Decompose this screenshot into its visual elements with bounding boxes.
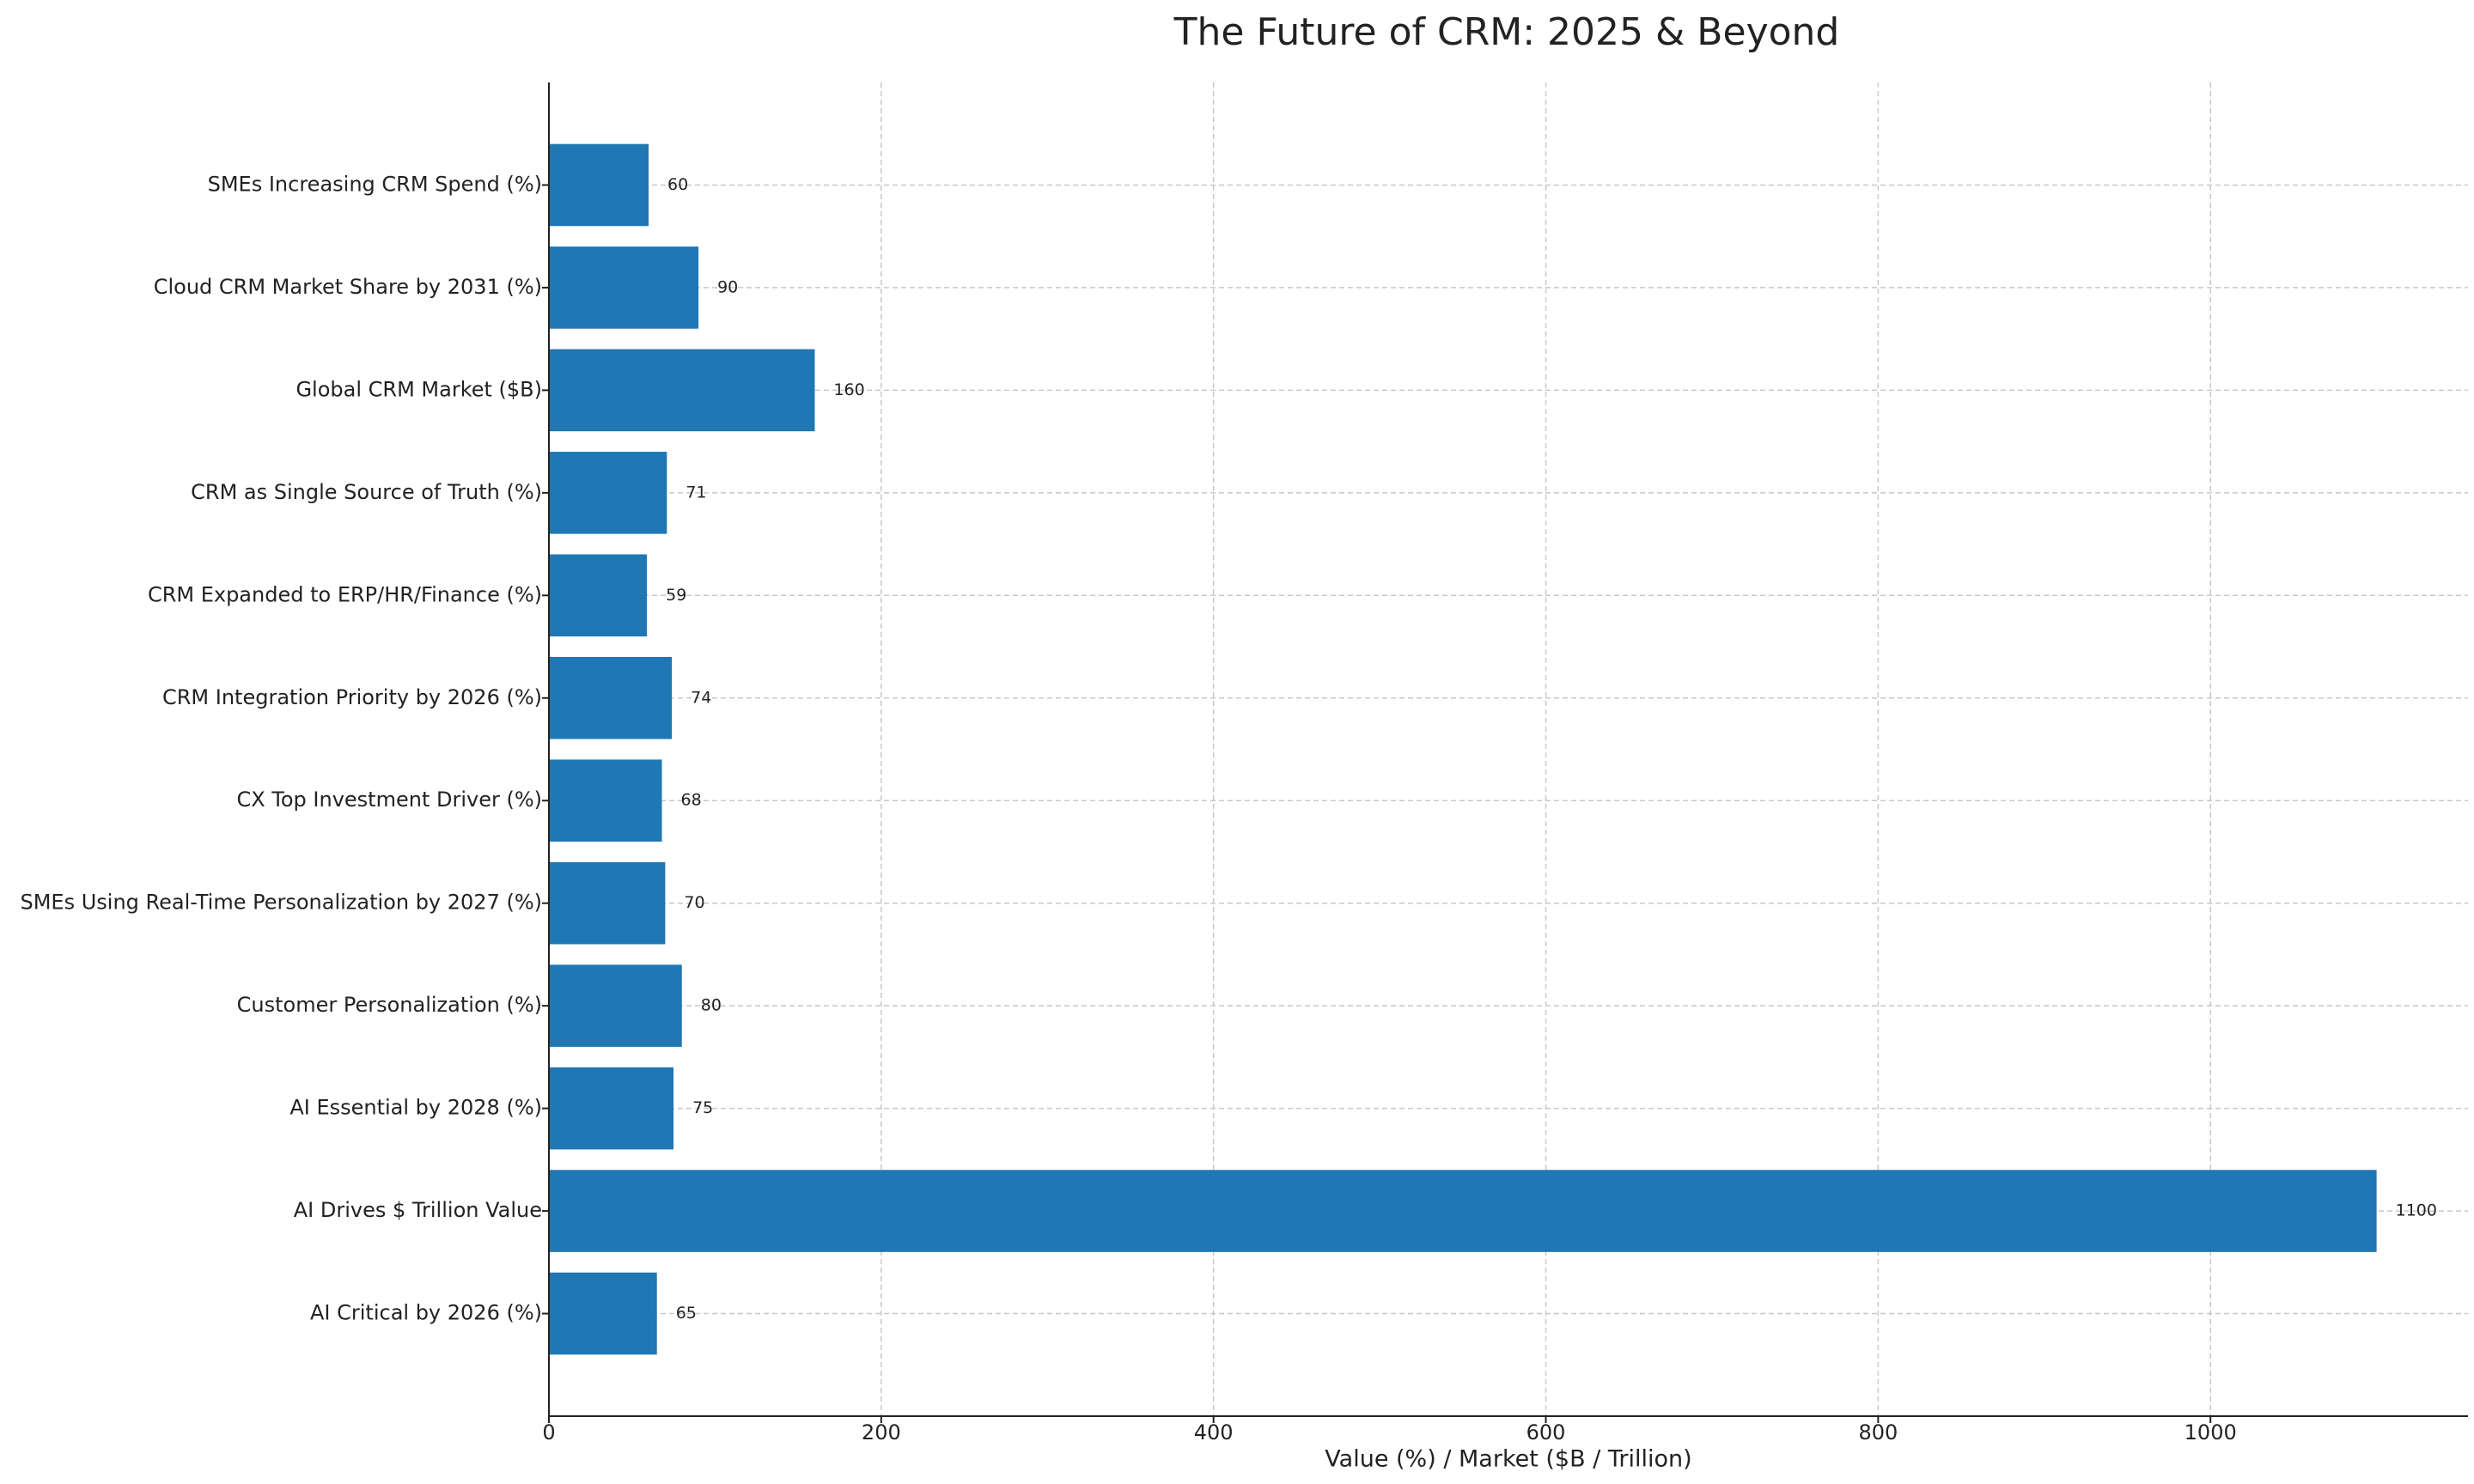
value-label: 90 xyxy=(717,277,738,296)
value-label: 74 xyxy=(691,688,711,707)
y-tick-label: CX Top Investment Driver (%) xyxy=(236,788,542,812)
value-label: 75 xyxy=(692,1098,713,1117)
bar xyxy=(549,452,667,534)
x-axis-label: Value (%) / Market ($B / Trillion) xyxy=(1325,1446,1691,1473)
y-tick-label: CRM as Single Source of Truth (%) xyxy=(191,480,542,504)
y-tick-label: SMEs Using Real-Time Personalization by … xyxy=(20,891,542,915)
bar xyxy=(549,1272,657,1355)
value-label: 65 xyxy=(676,1304,697,1323)
value-label: 71 xyxy=(686,483,706,502)
bar xyxy=(549,246,699,329)
y-tick-label: SMEs Increasing CRM Spend (%) xyxy=(208,172,542,196)
x-tick-label: 200 xyxy=(862,1420,901,1444)
x-tick-label: 1000 xyxy=(2185,1420,2237,1444)
bar xyxy=(549,1170,2377,1252)
y-tick-label: CRM Expanded to ERP/HR/Finance (%) xyxy=(148,582,542,606)
value-label: 59 xyxy=(666,586,686,605)
y-tick-label: Cloud CRM Market Share by 2031 (%) xyxy=(154,275,542,299)
bar xyxy=(549,1067,674,1150)
x-tick-label: 600 xyxy=(1526,1420,1566,1444)
bar xyxy=(549,656,673,739)
bar xyxy=(549,964,682,1047)
y-tick-label: AI Critical by 2026 (%) xyxy=(310,1301,542,1325)
x-tick-label: 800 xyxy=(1858,1420,1898,1444)
x-tick-label: 0 xyxy=(542,1420,555,1444)
bar xyxy=(549,861,666,945)
y-tick-label: Customer Personalization (%) xyxy=(237,993,542,1017)
y-tick-label: CRM Integration Priority by 2026 (%) xyxy=(162,685,542,709)
value-label: 68 xyxy=(681,791,702,810)
y-tick-label: AI Essential by 2028 (%) xyxy=(289,1096,542,1120)
bar xyxy=(549,143,649,227)
y-tick-label: AI Drives $ Trillion Value xyxy=(294,1198,542,1222)
value-label: 1100 xyxy=(2396,1201,2437,1220)
y-tick-label: Global CRM Market ($B) xyxy=(296,377,542,401)
value-label: 60 xyxy=(667,175,688,194)
bar xyxy=(549,554,648,637)
x-tick-label: 400 xyxy=(1194,1420,1234,1444)
value-label: 70 xyxy=(684,893,704,912)
chart-title: The Future of CRM: 2025 & Beyond xyxy=(1173,10,1840,54)
value-label: 160 xyxy=(833,380,864,399)
bar xyxy=(549,759,662,842)
value-label: 80 xyxy=(701,996,722,1015)
bar xyxy=(549,349,815,432)
